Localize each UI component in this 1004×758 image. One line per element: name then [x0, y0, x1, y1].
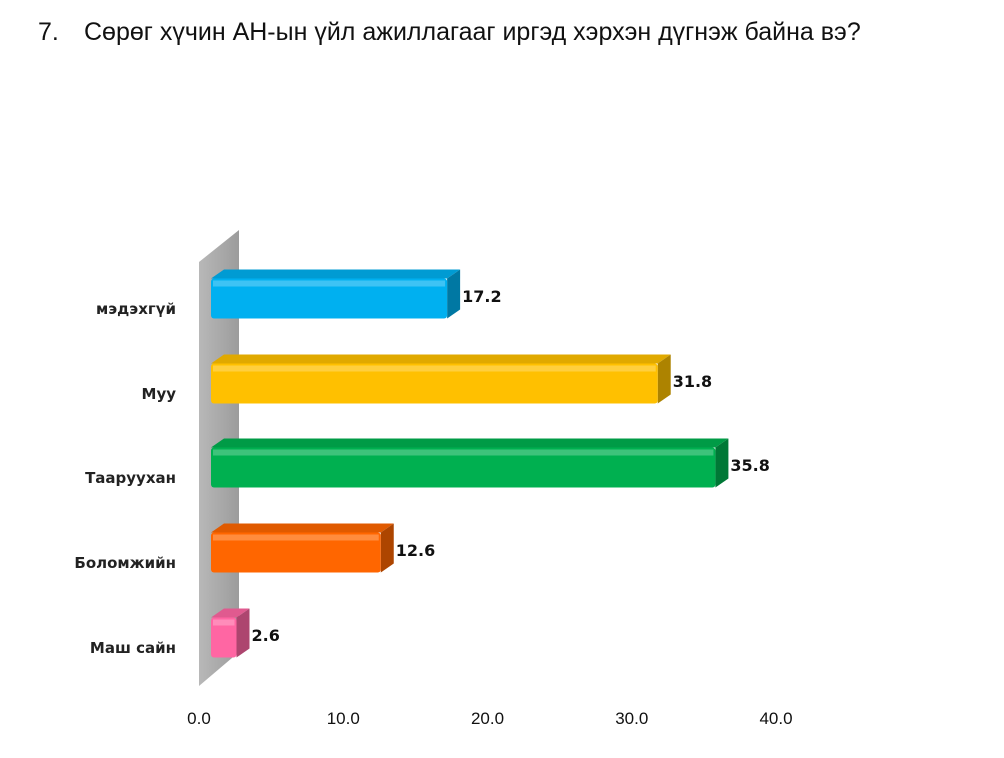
bar-side-face: [715, 438, 729, 488]
category-label-0: мэдэхгүй: [96, 300, 176, 318]
value-labels: 17.2 31.8 35.8 12.6 2.6: [252, 287, 770, 645]
category-labels: мэдэхгүй Муу Тааруухан Боломжийн Маш сайн: [74, 300, 176, 657]
bar-4: [211, 608, 250, 658]
question-text: Сөрөг хүчин АН-ын үйл ажиллагааг иргэд х…: [84, 18, 861, 46]
bar-3: [211, 523, 394, 573]
x-axis-ticks: 0.0 10.0 20.0 30.0 40.0: [187, 709, 792, 728]
x-tick-label-0: 0.0: [187, 709, 211, 728]
bar-side-face: [380, 523, 394, 573]
value-label-0: 17.2: [462, 287, 501, 306]
bar-side-face: [236, 608, 250, 658]
bar-highlight: [213, 280, 446, 287]
bar-highlight: [213, 619, 235, 626]
bar-top-face: [211, 523, 394, 533]
bar-highlight: [213, 365, 656, 372]
bar-top-face: [211, 269, 461, 279]
bar-1: [211, 354, 671, 404]
x-tick-label-1: 10.0: [327, 709, 360, 728]
bar-front-face: [211, 532, 381, 573]
bar-highlight: [213, 449, 714, 456]
bar-top-face: [211, 438, 729, 448]
value-label-4: 2.6: [252, 626, 280, 645]
bar-side-face: [447, 269, 461, 319]
bars-group: [211, 269, 729, 658]
chart-title: 7. Сөрөг хүчин АН-ын үйл ажиллагааг иргэд…: [38, 18, 988, 62]
category-label-3: Боломжийн: [74, 554, 176, 572]
x-tick-label-3: 30.0: [615, 709, 648, 728]
bar-front-face: [211, 363, 658, 404]
category-label-4: Маш сайн: [90, 639, 176, 657]
bar-front-face: [211, 447, 716, 488]
bar-front-face: [211, 617, 237, 658]
bar-top-face: [211, 354, 671, 364]
bar-highlight: [213, 534, 379, 541]
value-label-3: 12.6: [396, 541, 435, 560]
bar-top-face: [211, 608, 250, 618]
bar-2: [211, 438, 729, 488]
value-label-1: 31.8: [673, 372, 712, 391]
category-label-1: Муу: [142, 385, 177, 403]
category-label-2: Тааруухан: [85, 469, 176, 487]
bar-front-face: [211, 278, 448, 319]
bar-0: [211, 269, 461, 319]
x-tick-label-2: 20.0: [471, 709, 504, 728]
x-tick-label-4: 40.0: [759, 709, 792, 728]
value-label-2: 35.8: [730, 456, 769, 475]
question-number: 7.: [38, 18, 59, 46]
bar-side-face: [657, 354, 671, 404]
